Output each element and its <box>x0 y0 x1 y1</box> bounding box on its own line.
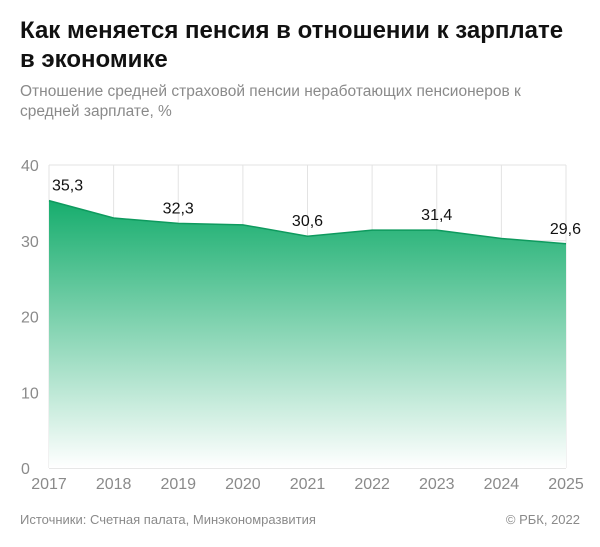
y-tick-label: 30 <box>21 234 39 251</box>
x-tick-label: 2019 <box>160 476 196 493</box>
data-labels: 35,3 32,3 30,6 31,4 29,6 <box>52 178 581 238</box>
data-label: 30,6 <box>292 213 323 230</box>
area-fill <box>49 200 566 468</box>
x-tick-label: 2018 <box>96 476 132 493</box>
x-tick-label: 2017 <box>31 476 67 493</box>
y-tick-label: 0 <box>21 461 30 478</box>
x-tick-label: 2022 <box>354 476 390 493</box>
series-area <box>48 199 567 468</box>
x-tick-label: 2020 <box>225 476 261 493</box>
chart-title: Как меняется пенсия в отношении к зарпла… <box>20 17 564 73</box>
copyright: © РБК, 2022 <box>505 512 580 527</box>
data-label: 31,4 <box>421 207 452 224</box>
x-tick-label: 2024 <box>484 476 520 493</box>
series-line <box>48 199 567 245</box>
y-tick-label: 10 <box>21 385 39 402</box>
data-label: 32,3 <box>163 200 194 217</box>
x-tick-label: 2023 <box>419 476 455 493</box>
y-tick-label: 20 <box>21 310 39 327</box>
y-tick-label: 40 <box>21 158 39 175</box>
chart-subtitle: Отношение средней страховой пенсии нераб… <box>20 83 521 120</box>
source-note: Источники: Счетная палата, Минэкономразв… <box>20 512 316 527</box>
data-label: 29,6 <box>550 221 581 238</box>
data-label: 35,3 <box>52 178 83 195</box>
x-axis-ticks: 2017 2018 2019 2020 2021 2022 2023 2024 2025 <box>31 476 584 493</box>
x-tick-label: 2021 <box>290 476 326 493</box>
x-tick-label: 2025 <box>548 476 584 493</box>
y-axis-ticks: 0 10 20 30 40 <box>21 158 39 478</box>
